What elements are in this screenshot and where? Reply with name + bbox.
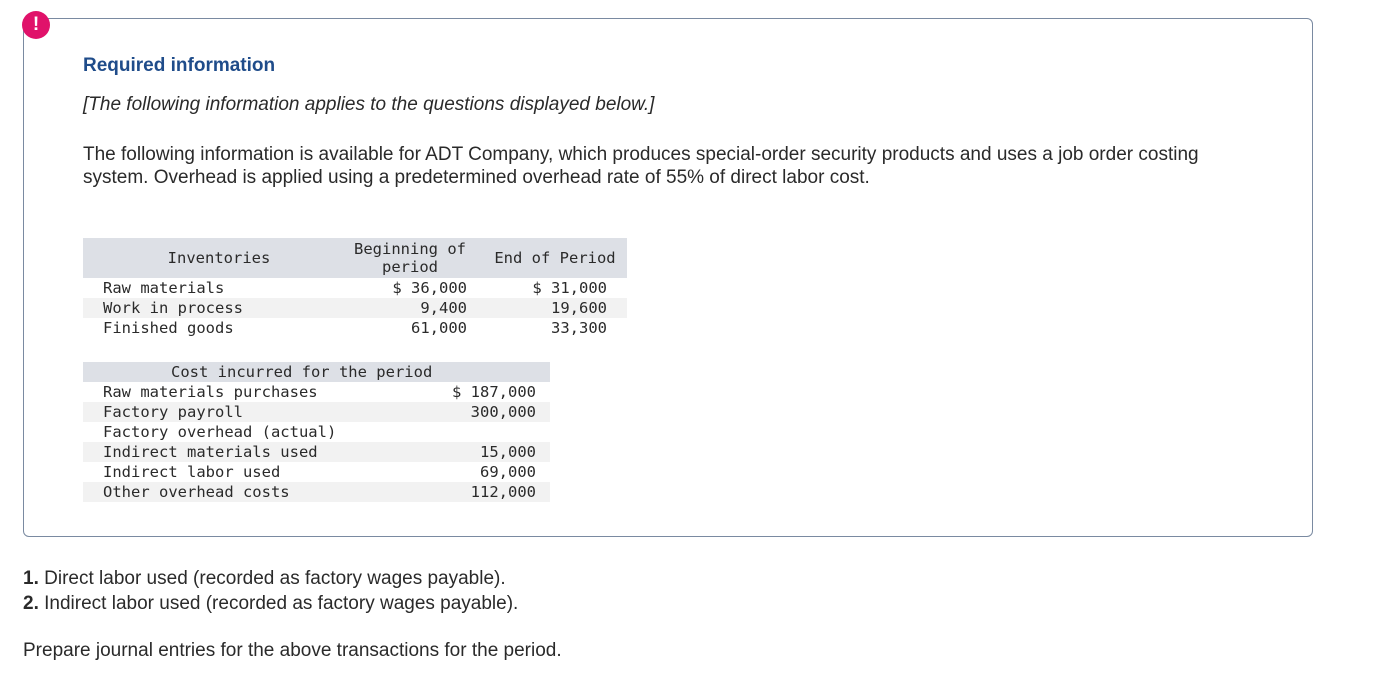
header-costs-incurred: Cost incurred for the period	[83, 362, 550, 382]
table-row: Finished goods 61,000 33,300	[83, 318, 627, 338]
row-value: 112,000	[423, 482, 550, 502]
row-label: Indirect materials used	[83, 442, 423, 462]
question-number: 2.	[23, 593, 39, 614]
question-text: Indirect labor used (recorded as factory…	[38, 593, 519, 614]
table-row: Raw materials purchases $ 187,000	[83, 382, 550, 402]
row-beginning: 61,000	[411, 319, 467, 337]
question-list: 1. Direct labor used (recorded as factor…	[23, 566, 518, 616]
table-row: Work in process 9,400 19,600	[83, 298, 627, 318]
inventories-header-row: Inventories Beginning of period End of P…	[83, 238, 627, 278]
row-value: 300,000	[423, 402, 550, 422]
question-number: 1.	[23, 568, 39, 589]
row-label: Finished goods	[103, 319, 234, 337]
alert-icon: !	[22, 11, 50, 39]
table-row: Factory payroll 300,000	[83, 402, 550, 422]
costs-table: Cost incurred for the period Raw materia…	[83, 362, 550, 502]
header-beginning: Beginning of period	[343, 238, 467, 278]
question-item: 1. Direct labor used (recorded as factor…	[23, 566, 518, 591]
row-label: Raw materials purchases	[103, 383, 318, 401]
required-information-title: Required information	[83, 55, 276, 76]
row-label: Indirect labor used	[103, 463, 281, 481]
instruction-text: Prepare journal entries for the above tr…	[23, 640, 562, 661]
row-beginning: $ 36,000	[392, 279, 467, 297]
table-row: Other overhead costs 112,000	[83, 482, 550, 502]
table-row: Raw materials $ 36,000 $ 31,000	[83, 278, 627, 298]
row-end: 19,600	[467, 298, 627, 318]
intro-paragraph: The following information is available f…	[83, 144, 1199, 188]
row-label: Factory payroll	[83, 402, 423, 422]
required-information-subtitle: [The following information applies to th…	[83, 94, 655, 115]
header-end: End of Period	[467, 238, 627, 278]
row-label: Factory overhead (actual)	[103, 423, 337, 441]
row-value: $ 187,000	[452, 383, 536, 401]
row-end: 33,300	[551, 319, 607, 337]
header-inventories: Inventories	[83, 238, 343, 278]
row-end: $ 31,000	[532, 279, 607, 297]
table-row: Factory overhead (actual)	[83, 422, 550, 442]
row-value: 69,000	[480, 463, 536, 481]
row-label: Work in process	[83, 298, 343, 318]
row-beginning: 9,400	[343, 298, 467, 318]
table-row: Indirect labor used 69,000	[83, 462, 550, 482]
inventories-table: Inventories Beginning of period End of P…	[83, 238, 627, 338]
question-text: Direct labor used (recorded as factory w…	[38, 568, 506, 589]
row-label: Raw materials	[103, 279, 225, 297]
table-row: Indirect materials used 15,000	[83, 442, 550, 462]
question-item: 2. Indirect labor used (recorded as fact…	[23, 591, 518, 616]
row-value	[423, 422, 550, 442]
row-label: Other overhead costs	[83, 482, 423, 502]
costs-header-row: Cost incurred for the period	[83, 362, 550, 382]
row-value: 15,000	[423, 442, 550, 462]
